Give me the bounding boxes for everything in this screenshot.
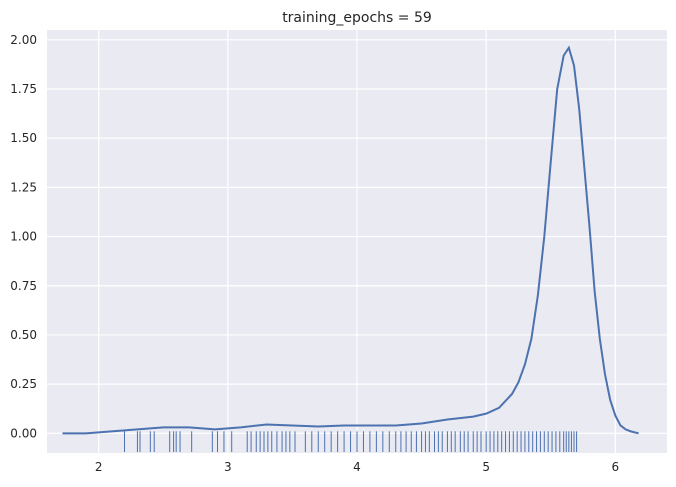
grid-lines bbox=[47, 30, 667, 453]
rug-marks bbox=[124, 431, 578, 452]
chart-title: training_epochs = 59 bbox=[282, 10, 432, 26]
x-tick-label: 5 bbox=[482, 460, 490, 474]
kde-series-line bbox=[62, 45, 639, 435]
x-tick-label: 2 bbox=[95, 460, 103, 474]
x-tick-label: 6 bbox=[612, 460, 620, 474]
y-tick-label: 0.75 bbox=[10, 279, 37, 293]
y-tick-label: 0.25 bbox=[10, 377, 37, 391]
y-tick-label: 1.75 bbox=[10, 82, 37, 96]
x-axis-ticks: 2 3 4 5 6 bbox=[95, 460, 619, 474]
y-tick-label: 2.00 bbox=[10, 33, 37, 47]
y-tick-label: 0.00 bbox=[10, 426, 37, 440]
x-tick-label: 4 bbox=[353, 460, 361, 474]
y-tick-label: 1.00 bbox=[10, 230, 37, 244]
y-tick-label: 1.50 bbox=[10, 131, 37, 145]
y-tick-label: 0.50 bbox=[10, 328, 37, 342]
y-axis-ticks: 0.00 0.25 0.50 0.75 1.00 1.25 1.50 1.75 2.00 bbox=[10, 33, 37, 440]
y-tick-label: 1.25 bbox=[10, 180, 37, 194]
x-tick-label: 3 bbox=[224, 460, 232, 474]
